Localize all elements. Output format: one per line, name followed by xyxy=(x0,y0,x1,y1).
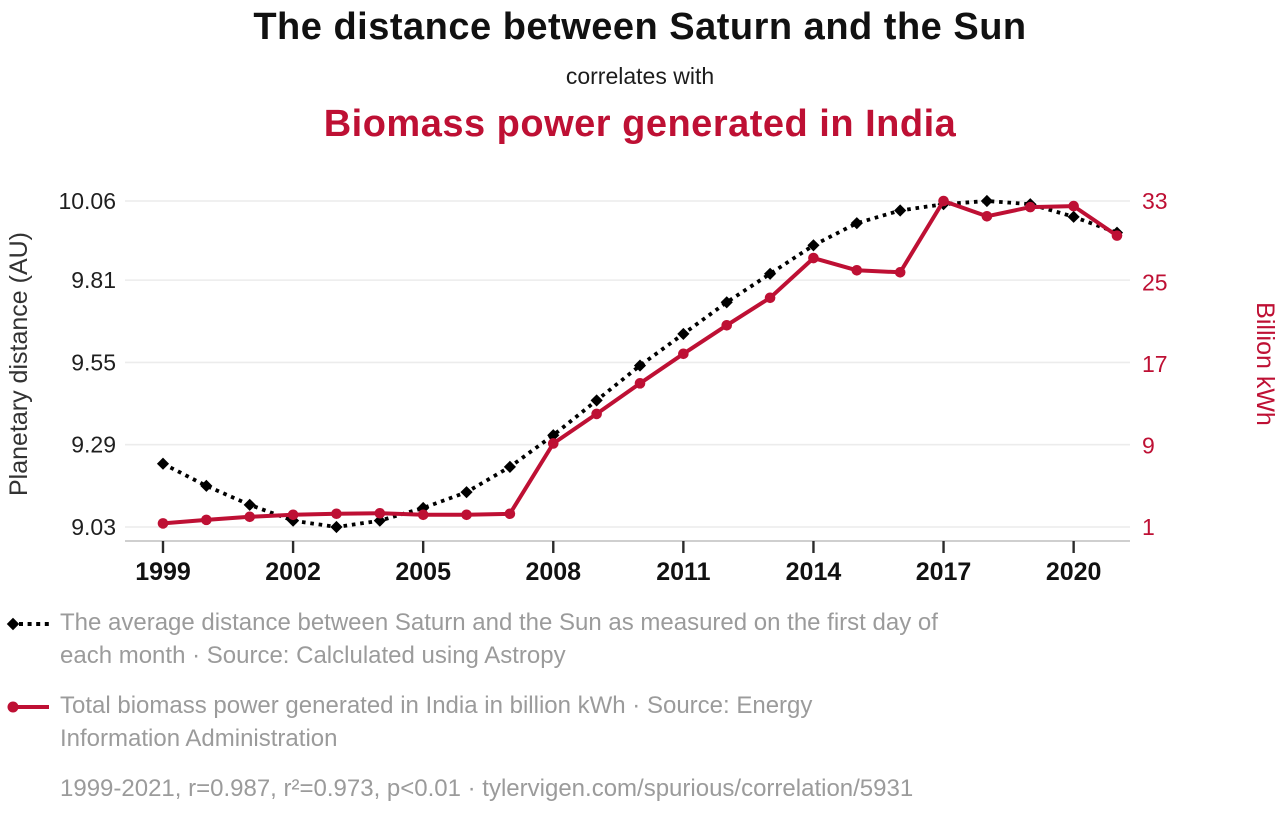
svg-text:9.55: 9.55 xyxy=(71,349,116,375)
saturn-data-point xyxy=(720,296,733,309)
chart-legend: The average distance between Saturn and … xyxy=(6,606,1268,805)
legend-saturn-line2: each month · Source: Calclulated using A… xyxy=(60,642,566,669)
biomass-data-point xyxy=(764,292,776,304)
gridlines xyxy=(125,200,1130,528)
svg-text:2008: 2008 xyxy=(525,558,581,586)
legend-biomass-line1: Total biomass power generated in India i… xyxy=(60,692,813,719)
saturn-data-point xyxy=(156,457,170,470)
svg-text:17: 17 xyxy=(1142,351,1168,377)
legend-text-biomass: Total biomass power generated in India i… xyxy=(60,689,812,755)
biomass-data-point xyxy=(634,378,646,389)
biomass-data-point xyxy=(157,518,169,529)
saturn-series-marker-icon xyxy=(6,617,49,631)
svg-text:9.03: 9.03 xyxy=(71,514,116,540)
biomass-data-point xyxy=(374,507,386,519)
legend-item-biomass: Total biomass power generated in India i… xyxy=(6,689,1268,755)
legend-saturn-line1: The average distance between Saturn and … xyxy=(60,609,938,636)
saturn-data-point xyxy=(373,514,386,527)
saturn-data-point xyxy=(503,460,516,473)
saturn-distance-series xyxy=(156,194,1124,534)
saturn-data-point xyxy=(460,486,473,499)
biomass-data-point xyxy=(678,348,689,360)
biomass-data-point xyxy=(721,319,733,331)
biomass-power-series xyxy=(157,195,1123,529)
legend-item-saturn: The average distance between Saturn and … xyxy=(6,606,1268,672)
correlation-stats: 1999-2021, r=0.987, r²=0.973, p<0.01 · t… xyxy=(60,775,914,802)
svg-text:2002: 2002 xyxy=(265,558,321,586)
x-axis: 1999 2002 2005 2008 2011 2014 2017 2020 xyxy=(125,540,1130,586)
biomass-data-point xyxy=(201,514,212,526)
svg-text:25: 25 xyxy=(1142,270,1168,296)
biomass-data-point xyxy=(938,195,949,207)
saturn-data-point xyxy=(200,479,213,492)
right-axis-tick-labels: 1 9 17 25 33 xyxy=(1142,188,1168,540)
biomass-data-point xyxy=(244,511,256,523)
right-axis-title: Billion kWh xyxy=(1251,302,1279,426)
left-axis-tick-labels: 9.03 9.29 9.55 9.81 10.06 xyxy=(58,188,116,540)
svg-text:2014: 2014 xyxy=(786,558,842,586)
svg-text:9.81: 9.81 xyxy=(71,267,116,293)
biomass-series-marker-icon xyxy=(7,701,49,713)
saturn-data-point xyxy=(1067,210,1080,223)
biomass-data-point xyxy=(417,509,429,521)
svg-text:2017: 2017 xyxy=(916,558,972,586)
svg-text:1999: 1999 xyxy=(135,558,191,586)
biomass-data-point xyxy=(331,508,342,520)
legend-text-saturn: The average distance between Saturn and … xyxy=(60,606,938,672)
biomass-data-point xyxy=(808,252,819,264)
saturn-data-point xyxy=(590,394,603,407)
biomass-data-point xyxy=(1068,200,1079,212)
biomass-data-point xyxy=(1111,230,1123,241)
svg-text:1: 1 xyxy=(1142,514,1155,540)
saturn-data-point xyxy=(677,327,690,341)
left-axis-title: Planetary distance (AU) xyxy=(5,232,33,496)
saturn-data-point xyxy=(894,204,907,217)
chart-title-connector: correlates with xyxy=(565,63,715,89)
biomass-data-point xyxy=(287,509,299,521)
svg-text:2011: 2011 xyxy=(656,558,710,586)
svg-text:33: 33 xyxy=(1142,188,1168,214)
svg-text:9: 9 xyxy=(1142,433,1155,459)
svg-text:9.29: 9.29 xyxy=(71,432,116,458)
biomass-data-point xyxy=(1024,201,1036,213)
saturn-data-point xyxy=(330,520,343,534)
biomass-data-point xyxy=(851,264,863,276)
biomass-data-point xyxy=(547,438,559,449)
correlation-line-chart: 9.03 9.29 9.55 9.81 10.06 1 9 17 25 33 1999 2002 200… xyxy=(5,188,1279,586)
biomass-data-point xyxy=(504,508,516,520)
chart-title-secondary: Biomass power generated in India xyxy=(323,103,957,145)
biomass-data-point xyxy=(461,509,472,521)
svg-text:2020: 2020 xyxy=(1046,558,1102,586)
biomass-data-point xyxy=(894,267,906,278)
saturn-data-point xyxy=(243,498,256,511)
biomass-data-point xyxy=(591,408,602,420)
legend-biomass-line2: Information Administration xyxy=(60,725,338,752)
biomass-data-point xyxy=(981,210,993,222)
saturn-data-point xyxy=(980,194,993,208)
svg-text:2005: 2005 xyxy=(395,558,451,586)
svg-text:10.06: 10.06 xyxy=(58,188,116,214)
chart-title-primary: The distance between Saturn and the Sun xyxy=(253,6,1027,48)
